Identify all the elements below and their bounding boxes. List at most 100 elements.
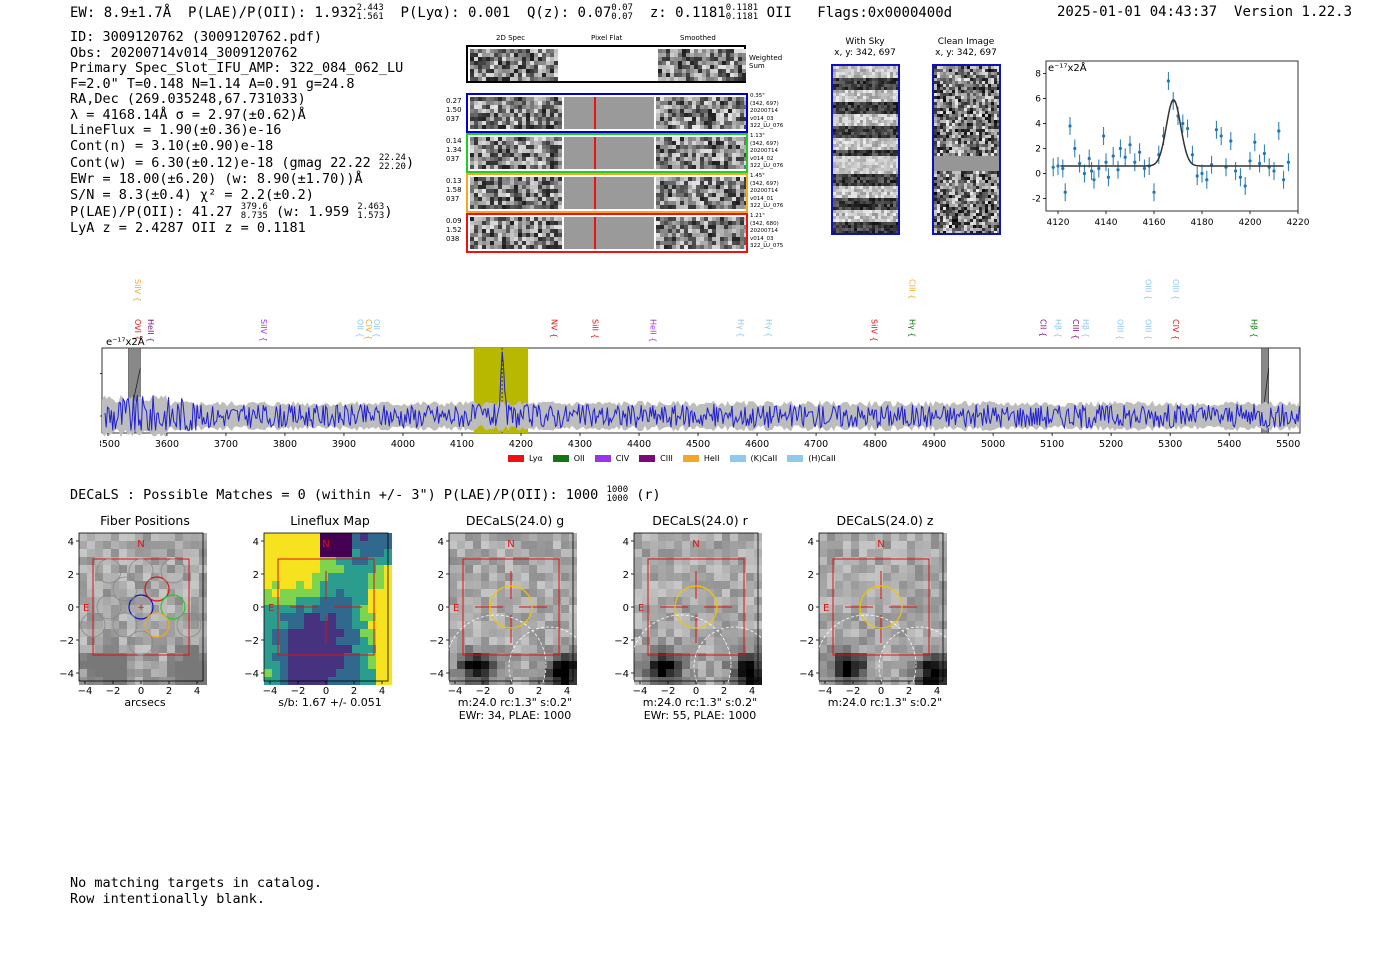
panel-pixel [634, 573, 642, 581]
clean-pixel [973, 78, 976, 81]
panel-pixel [666, 565, 674, 573]
panel-pixel [634, 557, 642, 565]
clean-pixel [988, 219, 991, 222]
panel-pixel [513, 573, 521, 581]
sky-pixel [893, 168, 896, 171]
clean-pixel [934, 108, 937, 111]
sky-pixel [845, 69, 848, 72]
sky-pixel [854, 213, 857, 216]
sky-pixel [890, 93, 893, 96]
sky-pixel [857, 78, 860, 81]
panel-pixel [320, 629, 328, 637]
panel-pixel [376, 645, 384, 653]
clean-pixel [952, 198, 955, 201]
panel-pixel [473, 613, 481, 621]
clean-pixel [994, 222, 997, 225]
clean-pixel [943, 141, 946, 144]
sky-pixel [842, 141, 845, 144]
center-marker: + [137, 603, 145, 613]
sky-pixel [896, 147, 898, 150]
panel-pixel [103, 597, 111, 605]
panel-pixel [690, 613, 698, 621]
panel-pixel [883, 653, 891, 661]
sky-pixel [836, 186, 839, 189]
sky-pixel [857, 99, 860, 102]
panel-pixel [706, 565, 714, 573]
info-ewr: EWr = 18.00(±6.20) (w: 8.90(±1.70))Å [70, 171, 363, 187]
panel-pixel [328, 573, 336, 581]
sky-pixel [875, 105, 878, 108]
panel-pixel [159, 645, 167, 653]
panel-pixel [851, 613, 859, 621]
sky-pixel [872, 138, 875, 141]
panel-pixel [883, 645, 891, 653]
panel-pixel [682, 541, 690, 549]
clean-pixel [958, 141, 961, 144]
panel-pixel [167, 645, 175, 653]
clean-pixel [988, 114, 991, 117]
clean-pixel [985, 153, 988, 156]
sky-pixel [881, 108, 884, 111]
weighted-noise [658, 49, 746, 81]
clean-pixel [997, 99, 999, 102]
sky-pixel [866, 114, 869, 117]
sky-pixel [875, 102, 878, 105]
clean-pixel [982, 150, 985, 153]
panel-pixel [312, 629, 320, 637]
sky-pixel [896, 99, 898, 102]
sky-pixel [884, 75, 887, 78]
clean-pixel [988, 189, 991, 192]
panel-pixel [352, 573, 360, 581]
fit-point [1219, 134, 1223, 138]
panel-pixel [537, 557, 545, 565]
clean-pixel [970, 135, 973, 138]
clean-pixel [940, 129, 943, 132]
panel-pixel [280, 533, 288, 541]
sky-pixel [845, 147, 848, 150]
decals-summary-hi: 1000 [606, 485, 629, 495]
clean-pixel [949, 177, 952, 180]
sky-pixel [851, 213, 854, 216]
panel-pixel [111, 605, 119, 613]
clean-pixel [943, 105, 946, 108]
panel-pixel [151, 541, 159, 549]
clean-pixel [982, 117, 985, 120]
sky-pixel [869, 138, 872, 141]
panel-x-tick-label: −4 [263, 686, 278, 697]
spectrum-x-tick-label: 3500 [100, 439, 120, 450]
flat-marker-line [594, 97, 596, 129]
panel-pixel [191, 653, 199, 661]
sky-pixel [884, 189, 887, 192]
sky-pixel [857, 189, 860, 192]
clean-pixel [958, 114, 961, 117]
clean-pixel [988, 141, 991, 144]
panel-pixel [746, 557, 754, 565]
sky-pixel [848, 66, 851, 69]
clean-pixel [949, 93, 952, 96]
panel-pixel [706, 637, 714, 645]
sky-pixel [845, 168, 848, 171]
panel-pixel [505, 605, 513, 613]
panel-pixel [127, 613, 135, 621]
clean-pixel [988, 69, 991, 72]
sky-pixel [848, 96, 851, 99]
clean-pixel [970, 117, 973, 120]
clean-pixel [973, 90, 976, 93]
clean-pixel [964, 156, 967, 159]
sky-pixel [884, 180, 887, 183]
info-plae-w-lo: 1.573 [357, 211, 385, 221]
panel-pixel [280, 621, 288, 629]
panel-x-tick-label: −2 [291, 686, 306, 697]
panel-pixel [505, 597, 513, 605]
sky-pixel [878, 228, 881, 231]
sky-pixel [860, 168, 863, 171]
sky-pixel [842, 105, 845, 108]
sky-pixel [881, 102, 884, 105]
panel-pixel [360, 597, 368, 605]
panel-pixel [883, 557, 891, 565]
panel-pixel [875, 613, 883, 621]
clean-pixel [937, 66, 940, 69]
panel-pixel [111, 597, 119, 605]
clean-pixel [943, 87, 946, 90]
sky-pixel [875, 159, 878, 162]
